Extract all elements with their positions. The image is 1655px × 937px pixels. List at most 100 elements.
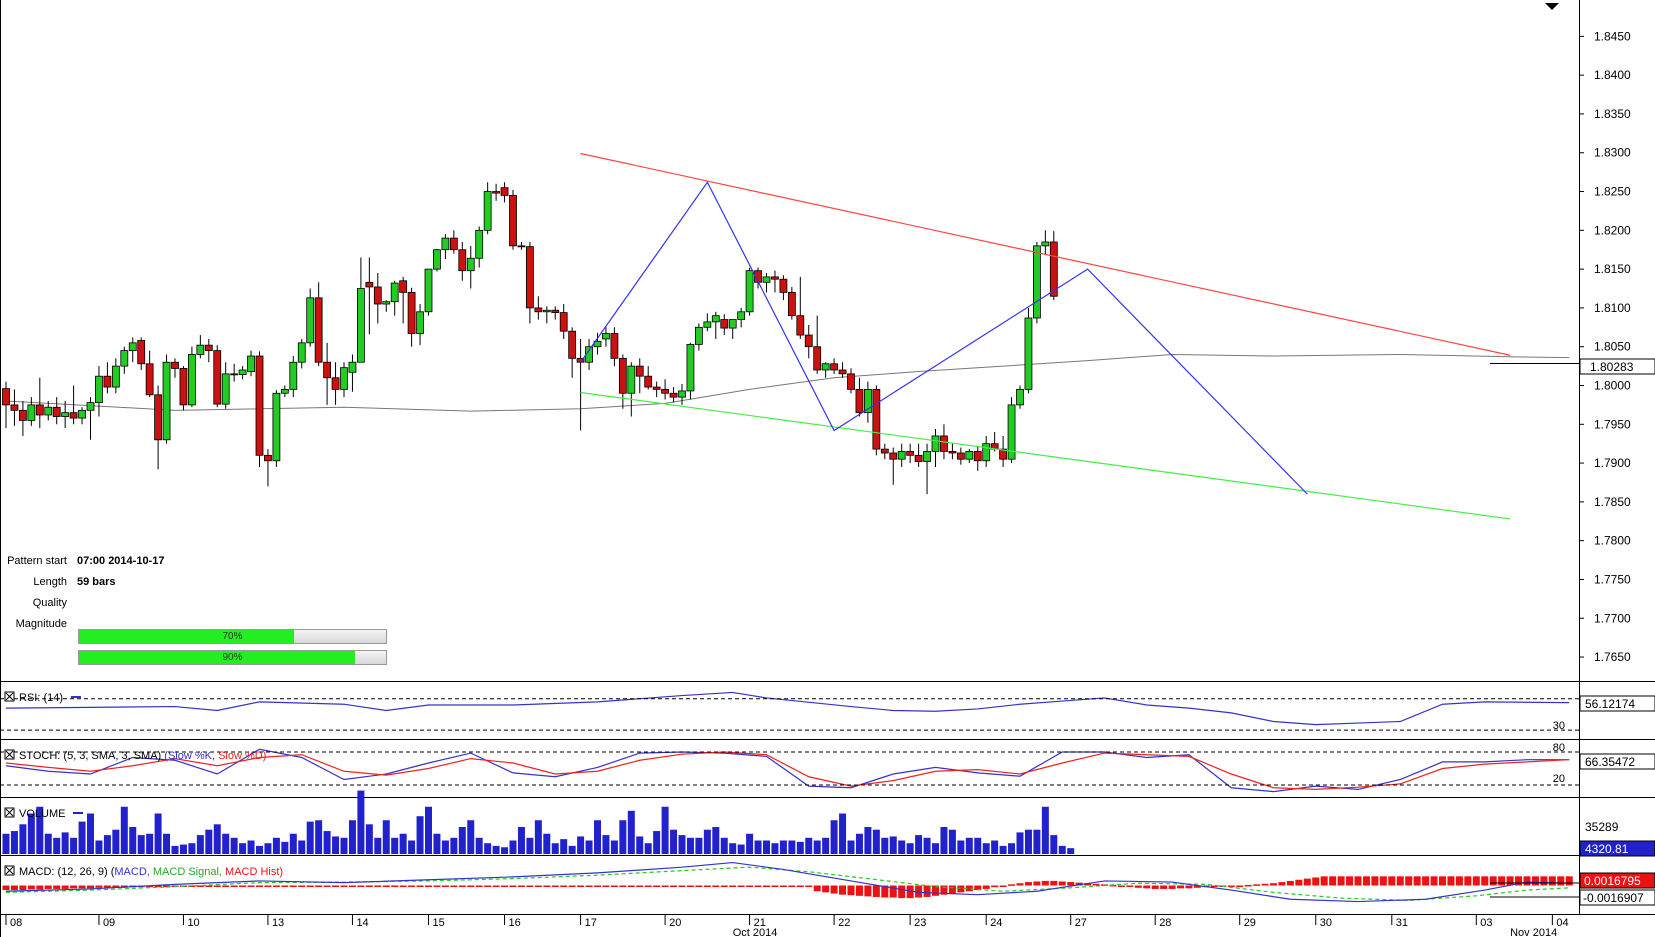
macd-hist-bar <box>1472 876 1480 886</box>
volume-bar <box>965 837 973 854</box>
time-tick-label: 28 <box>1159 917 1171 929</box>
candle-body <box>830 363 838 371</box>
volume-bar <box>154 813 162 854</box>
candle-body <box>373 286 382 305</box>
macd-hist-bar <box>830 885 838 894</box>
volume-bar <box>357 790 365 854</box>
volume-bar <box>805 837 813 854</box>
macd-hist-bar <box>619 885 627 887</box>
time-tick-label: 03 <box>1480 917 1492 929</box>
macd-header[interactable]: MACD: (12, 26, 9) (MACD, MACD Signal, MA… <box>4 865 283 878</box>
candle-body <box>796 315 805 336</box>
magnitude-bar: 90% <box>78 650 387 665</box>
candle-body <box>61 412 70 417</box>
time-tick-label: 14 <box>356 917 368 929</box>
macd-hist-bar <box>822 885 830 893</box>
macd-hist-bar <box>855 885 863 896</box>
candle-body <box>728 319 737 329</box>
time-tick-label: 31 <box>1396 917 1408 929</box>
volume-bar <box>1050 835 1058 854</box>
moving-average-line <box>5 353 1570 412</box>
macd-hist-label: MACD Hist) <box>225 866 283 878</box>
macd-hist-bar <box>1565 876 1573 886</box>
candle-body <box>1049 241 1058 297</box>
macd-hist-bar <box>729 885 737 887</box>
candle-body <box>914 454 923 462</box>
candle-body <box>880 448 889 454</box>
volume-tick: 35289 <box>1585 820 1619 834</box>
macd-hist-bar <box>458 885 466 887</box>
volume-bar <box>78 821 86 854</box>
candle-body <box>52 406 61 417</box>
candle-body <box>280 388 289 394</box>
macd-hist-bar <box>264 885 272 887</box>
price-tick-label: 1.7950 <box>1594 417 1631 431</box>
macd-hist-bar <box>70 885 78 889</box>
volume-bar <box>746 833 754 854</box>
volume-bar <box>610 840 618 854</box>
macd-line <box>5 861 1570 903</box>
volume-bar <box>534 820 542 854</box>
stoch-header[interactable]: STOCH: (5, 3, SMA, 3, SMA) (Slow %K, Slo… <box>4 749 266 762</box>
candle-body <box>644 375 653 388</box>
macd-hist-bar <box>256 885 263 887</box>
volume-bar <box>1024 829 1032 854</box>
macd-hist-bar <box>450 885 458 887</box>
candle-body <box>711 315 720 323</box>
candle-body <box>872 388 881 450</box>
macd-line-label: MACD, <box>114 866 149 878</box>
macd-hist-bar <box>1413 876 1421 886</box>
macd-hist-bar <box>1067 882 1075 886</box>
candle-body <box>247 355 255 372</box>
macd-hist-bar <box>1405 876 1413 886</box>
candle-body <box>213 350 222 405</box>
macd-hist-bar <box>1481 876 1489 886</box>
volume-bar <box>2 833 10 854</box>
macd-hist-bar <box>408 885 416 887</box>
macd-hist-bar <box>44 885 52 889</box>
candle-body <box>534 307 543 313</box>
candle-body <box>779 278 788 293</box>
time-tick-label: 15 <box>433 917 445 929</box>
candle-body <box>771 276 779 280</box>
volume-bar <box>754 840 762 854</box>
candle-body <box>855 388 864 414</box>
volume-bar <box>788 840 796 854</box>
time-axis: 08 09 10 13 14 15 16 17 20 21 22 23 24 27 28 29 30 31 03 04… <box>5 915 1569 937</box>
time-tick-label: 13 <box>272 917 284 929</box>
volume-bar <box>940 827 948 854</box>
volume-header[interactable]: VOLUME <box>4 807 83 820</box>
time-tick-label: 21 <box>754 917 766 929</box>
volume-bar <box>239 843 247 854</box>
macd-hist-bar <box>1303 878 1311 886</box>
macd-hist-bar <box>982 885 990 889</box>
volume-bar <box>602 835 610 854</box>
candle-body <box>618 357 627 394</box>
candle-body <box>864 388 872 414</box>
scroll-arrow-icon[interactable] <box>1545 3 1559 10</box>
volume-bar <box>53 837 61 854</box>
macd-hist-bar <box>1371 876 1379 886</box>
candle-body <box>542 309 551 313</box>
volume-bar <box>763 840 770 854</box>
volume-bar <box>509 840 517 854</box>
volume-bar <box>543 833 551 854</box>
macd-hist-bar <box>1185 885 1193 889</box>
candle-body <box>27 404 36 421</box>
macd-hist-bar <box>154 885 162 888</box>
macd-hist-bar <box>475 885 483 887</box>
candle-body <box>906 451 915 456</box>
rsi-header[interactable]: RSI: (14) <box>4 691 81 704</box>
macd-hist-bar <box>517 885 525 887</box>
pattern-info-panel: Pattern start 07:00 2014-10-17 Length 59… <box>0 553 400 633</box>
volume-bar <box>213 824 221 854</box>
volume-bar <box>129 827 137 854</box>
volume-bar <box>653 831 661 854</box>
macd-hist-bar <box>602 885 610 887</box>
zigzag-pattern-line <box>580 181 1308 495</box>
volume-bar <box>348 820 356 854</box>
macd-hist-bar <box>940 885 948 895</box>
macd-hist-bar <box>230 885 238 887</box>
price-tick-label: 1.7900 <box>1594 456 1631 470</box>
